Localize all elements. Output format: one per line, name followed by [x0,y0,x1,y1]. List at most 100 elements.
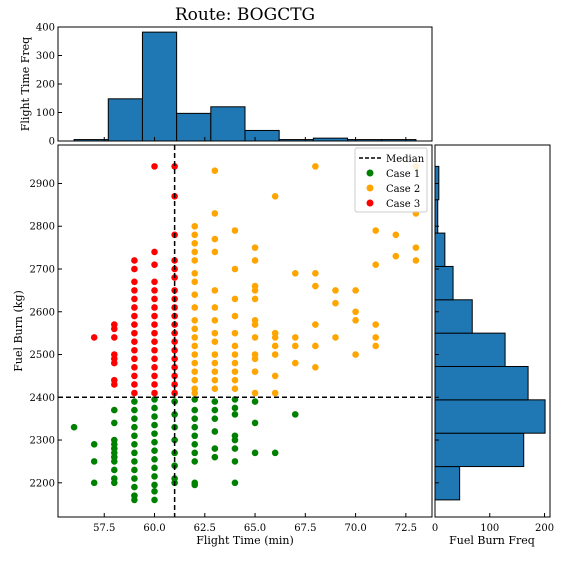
data-point [251,257,259,264]
data-point [131,329,138,337]
data-point [231,445,239,452]
data-point [191,304,199,311]
data-point [191,342,199,350]
data-point [211,304,219,311]
data-point [271,334,279,341]
data-point [151,473,158,480]
data-point [191,406,199,414]
hist-x-ytick-label: 200 [36,80,55,91]
data-point [151,278,158,286]
hist-y-xtick-label: 100 [480,523,499,534]
data-point [131,466,138,474]
series-case-2 [191,163,420,397]
data-point [211,351,219,358]
hist-y-bar [434,365,529,401]
data-point [312,342,319,350]
data-point [171,346,178,354]
data-point [191,441,199,448]
y-tick-label: 2800 [30,222,55,233]
data-point [312,282,319,290]
data-point [131,389,138,397]
data-point [312,269,319,277]
hist-x-bar [176,112,212,142]
data-point [131,441,138,448]
data-point [231,479,239,487]
x-tick-label: 62.5 [194,523,216,534]
hist-x-ytick-label: 0 [49,137,55,148]
data-point [231,227,239,234]
data-point [131,346,138,354]
data-point [111,419,118,427]
hist-x-bar [244,129,280,142]
data-point [131,475,138,482]
data-point [131,321,138,328]
data-point [291,334,299,341]
data-point [412,244,420,251]
data-point [211,235,219,243]
data-point [211,167,219,174]
data-point [191,222,199,230]
data-point [90,441,98,448]
data-point [372,321,379,328]
data-point [191,458,199,465]
data-point [111,458,118,465]
data-point [211,359,219,367]
hist-y-xtick-label: 0 [432,523,438,534]
data-point [151,321,158,328]
data-point [271,372,279,380]
data-point [151,430,158,437]
y-tick-label: 2200 [30,478,55,489]
legend-median-label: Median [386,154,425,165]
data-point [191,231,199,239]
data-point [191,389,199,397]
data-point [131,364,138,371]
data-point [332,334,339,341]
data-point [151,488,158,495]
data-point [332,299,339,307]
data-point [131,265,138,273]
hist-y-bar [434,299,473,334]
data-point [191,269,199,277]
data-point [151,447,158,455]
data-point [151,421,158,429]
series-case-1 [70,396,299,504]
legend: Median Case 1 Case 2 Case 3 [354,147,428,213]
data-point [271,351,279,358]
data-point [151,287,158,294]
data-point [151,261,158,269]
data-point [191,432,199,440]
x-tick-label: 70.0 [344,523,366,534]
x-axis-label: Flight Time (min) [196,534,294,547]
data-point [171,372,178,380]
hist-y-xlabel: Fuel Burn Freq [449,534,535,547]
y-tick-label: 2900 [30,179,55,190]
data-point [231,342,239,350]
data-point [191,278,199,286]
data-point [171,436,178,444]
data-point [90,334,98,341]
data-point [151,364,158,371]
data-point [392,252,400,260]
hist-y-bar [434,399,546,434]
x-tick-label: 57.5 [93,523,115,534]
y-tick-label: 2600 [30,307,55,318]
legend-case2-swatch [366,184,374,192]
fuel-burn-histogram: 0 100 200 [432,144,554,534]
series-case-3 [90,163,178,397]
data-point [211,385,219,393]
data-point [191,248,199,256]
hist-x-ytick-label: 300 [36,51,55,62]
hist-x-bar [107,98,143,142]
data-point [131,496,138,504]
data-point [191,376,199,384]
data-point [111,406,118,414]
data-point [352,308,359,316]
data-point [191,257,199,264]
data-point [151,389,158,397]
data-point [372,334,379,341]
data-point [352,351,359,358]
data-point [372,342,379,350]
data-point [211,406,219,414]
data-point [211,398,219,405]
data-point [111,325,118,333]
